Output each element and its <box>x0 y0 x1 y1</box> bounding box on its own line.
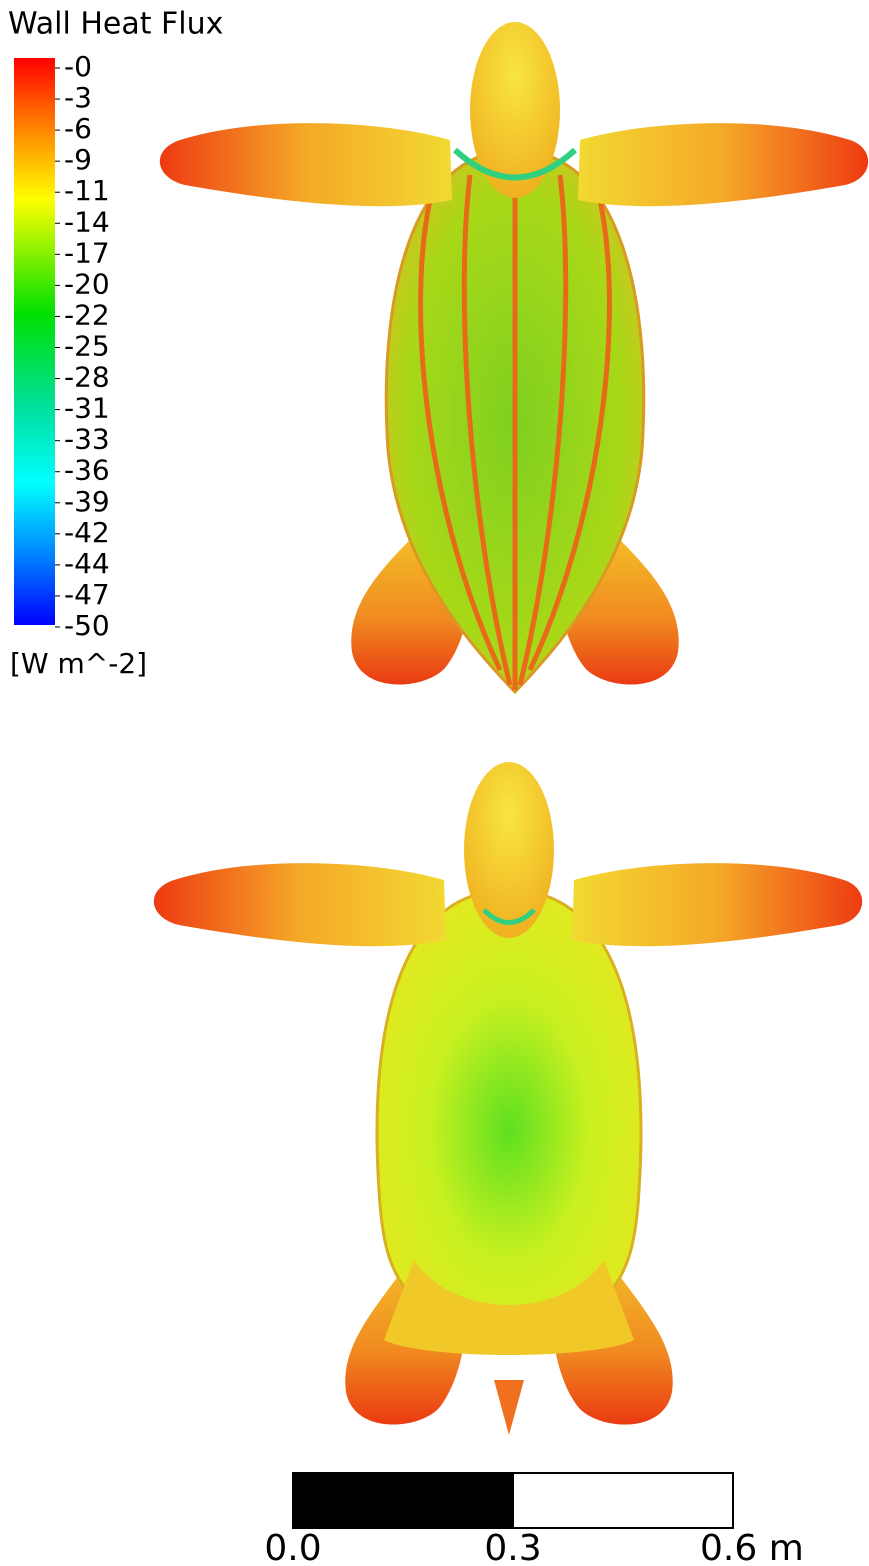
scale-bar <box>293 1473 733 1528</box>
legend-label: -17 <box>64 236 110 269</box>
turtle-bottom <box>154 762 862 1435</box>
legend-label: -33 <box>64 423 110 456</box>
scale-label: 0.3 <box>484 1528 541 1566</box>
legend-label: -47 <box>64 578 110 611</box>
color-bar <box>14 58 55 625</box>
legend-label: -31 <box>64 392 110 425</box>
legend-label: -36 <box>64 454 110 487</box>
figure: Wall Heat Flux -0-3-6-9-11-14-17-20-22-2… <box>0 0 869 1566</box>
legend-label: -28 <box>64 361 110 394</box>
legend-label: -6 <box>64 112 92 145</box>
legend-label: -50 <box>64 609 110 642</box>
legend-label: -20 <box>64 267 110 300</box>
legend-labels: -0-3-6-9-11-14-17-20-22-25-28-31-33-36-3… <box>55 50 110 642</box>
legend-unit: [W m^-2] <box>10 647 147 680</box>
scale-labels: 0.0 0.3 0.6 m <box>264 1528 803 1566</box>
legend-label: -11 <box>64 174 110 207</box>
legend-label: -42 <box>64 516 110 549</box>
legend-label: -3 <box>64 81 92 114</box>
legend-label: -9 <box>64 143 92 176</box>
page: {"legend": {"title": "Wall Heat Flux", "… <box>0 0 869 1566</box>
scale-label: 0.6 m <box>700 1528 804 1566</box>
turtle-top <box>160 22 868 692</box>
legend-label: -0 <box>64 50 92 83</box>
legend-label: -39 <box>64 485 110 518</box>
legend-label: -25 <box>64 330 110 363</box>
legend-label: -14 <box>64 205 110 238</box>
legend-label: -44 <box>64 547 110 580</box>
legend-label: -22 <box>64 298 110 331</box>
legend-title: Wall Heat Flux <box>8 7 223 42</box>
scale-label: 0.0 <box>264 1528 321 1566</box>
